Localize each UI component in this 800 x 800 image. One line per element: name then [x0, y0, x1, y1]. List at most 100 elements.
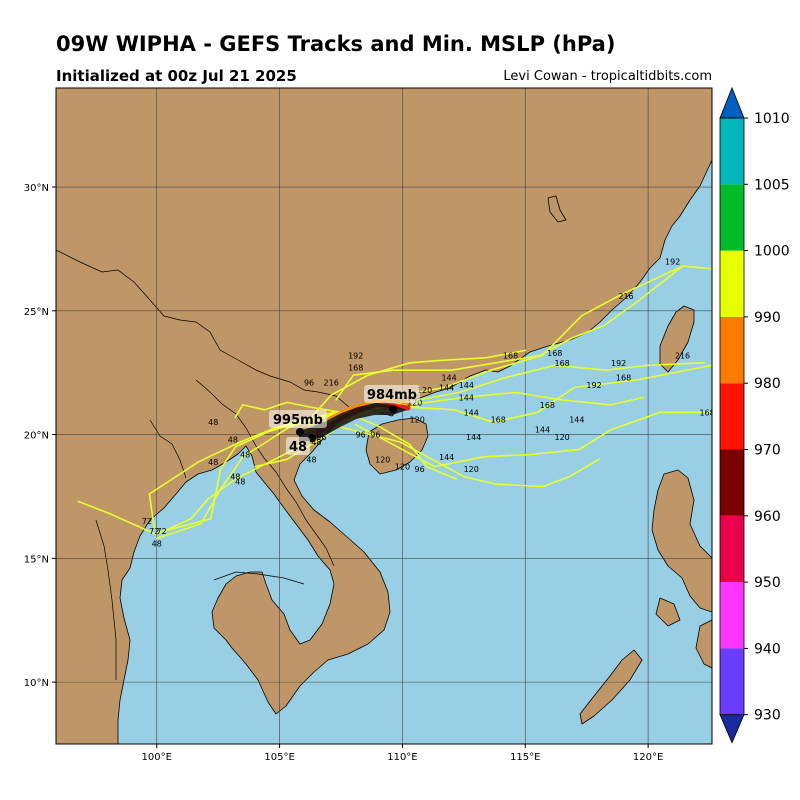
forecast-hour-label: 120 — [410, 416, 425, 425]
lat-tick-label: 25°N — [24, 307, 49, 318]
forecast-hour-label: 96 — [370, 431, 380, 440]
min-mslp-point-984 — [389, 405, 397, 413]
hour-labels: 1922162161921681921681681681681681441441… — [142, 257, 714, 548]
pressure-labels: 984mb 995mb 48 — [269, 385, 420, 455]
label-48-hour: 48 — [289, 440, 307, 455]
ensemble-track-5 — [340, 426, 600, 488]
colorbar-segment — [720, 118, 744, 185]
forecast-hour-label: 168 — [348, 364, 363, 373]
forecast-hour-label: 216 — [618, 292, 633, 301]
ensemble-track-4 — [354, 411, 712, 468]
label-984mb: 984mb — [367, 388, 417, 403]
forecast-hour-label: 144 — [459, 381, 474, 390]
forecast-hour-label: 120 — [375, 455, 390, 464]
forecast-hour-label: 120 — [554, 433, 569, 442]
colorbar-segment — [720, 582, 744, 649]
border-thailand-cambodia — [213, 571, 305, 585]
forecast-hour-label: 192 — [586, 381, 601, 390]
colorbar-segment — [720, 316, 744, 384]
forecast-hour-label: 72 — [142, 517, 152, 526]
forecast-hour-label: 48 — [235, 478, 245, 487]
colorbar-segment — [720, 250, 744, 317]
border-myanmar-thailand — [95, 519, 117, 680]
forecast-hour-label: 48 — [208, 458, 218, 467]
forecast-hour-label: 96 — [356, 431, 366, 440]
forecast-hour-label: 48 — [306, 455, 316, 464]
forecast-hour-label: 48 — [228, 436, 238, 445]
colorbar-segment — [720, 184, 744, 251]
colorbar-segment — [720, 449, 744, 516]
forecast-hour-label: 72 — [149, 527, 159, 536]
forecast-hour-label: 144 — [569, 416, 584, 425]
forecast-hour-label: 216 — [675, 351, 690, 360]
colorbar-tick-label: 960 — [754, 509, 781, 525]
lat-tick-label: 10°N — [24, 678, 49, 689]
label-984-bg — [364, 385, 420, 403]
forecast-hour-label: 168 — [616, 374, 631, 383]
forecast-hour-label: 168 — [540, 401, 555, 410]
forecast-hour-label: 168 — [491, 416, 506, 425]
border-north — [56, 249, 351, 409]
colorbar-tick-label: 930 — [754, 708, 781, 724]
forecast-hour-label: 168 — [503, 351, 518, 360]
palawan-island — [579, 649, 643, 725]
ensemble-track-14 — [234, 401, 342, 418]
forecast-hour-label: 48 — [240, 450, 250, 459]
lon-tick-label: 120°E — [633, 752, 663, 763]
colorbar-segment — [720, 515, 744, 583]
forecast-hour-label: 192 — [665, 257, 680, 266]
forecast-hour-label: 72 — [157, 527, 167, 536]
lat-tick-label: 20°N — [24, 431, 49, 442]
lon-tick-label: 105°E — [264, 752, 294, 763]
gridlines — [56, 88, 712, 744]
taiwan-island — [659, 305, 695, 373]
forecast-hour-label: 48 — [152, 539, 162, 548]
forecast-hour-label: 144 — [535, 426, 550, 435]
credit-text: Levi Cowan - tropicaltidbits.com — [503, 69, 712, 84]
init-time-subtitle: Initialized at 00z Jul 21 2025 — [56, 67, 297, 85]
colorbar-tick-label: 990 — [754, 310, 781, 326]
forecast-hour-label: 48 — [208, 418, 218, 427]
forecast-hour-label: 216 — [324, 379, 339, 388]
forecast-hour-label: 120 — [395, 463, 410, 472]
forecast-hour-label: 144 — [441, 374, 456, 383]
label-995mb: 995mb — [273, 413, 323, 428]
ensemble-track-8 — [310, 349, 527, 418]
border-vietnam-laos — [195, 379, 335, 567]
forecast-hour-label: 168 — [547, 349, 562, 358]
luzon-island — [651, 469, 712, 613]
colorbar-tick-label: 970 — [754, 443, 781, 459]
colorbar-extend-max — [719, 86, 745, 119]
forecast-hour-label: 144 — [466, 433, 481, 442]
visayas-island — [695, 619, 712, 669]
lat-tick-label: 30°N — [24, 183, 49, 194]
colorbar-outline — [719, 117, 745, 716]
chart-title: 09W WIPHA - GEFS Tracks and Min. MSLP (h… — [56, 32, 616, 56]
colorbar-tick-label: 1005 — [754, 177, 790, 193]
colorbar-extend-min — [719, 714, 745, 744]
colorbar-tick-label: 950 — [754, 575, 781, 591]
lon-tick-label: 110°E — [387, 752, 417, 763]
small-island-ne — [547, 195, 567, 223]
forecast-hour-label: 96 — [316, 433, 326, 442]
forecast-hour-label: 144 — [459, 393, 474, 402]
forecast-hour-label: 48 — [311, 438, 321, 447]
label-48-bg — [286, 437, 310, 455]
forecast-hour-label: 168 — [699, 408, 714, 417]
forecast-hour-label: 192 — [348, 351, 363, 360]
forecast-hour-label: 120 — [464, 465, 479, 474]
black-cluster-core — [299, 402, 408, 441]
colorbar-segment — [720, 648, 744, 715]
colorbar: 930 940 950 960 970 980 990 1000 1005 1010 — [719, 86, 790, 744]
colorbar-tick-label: 980 — [754, 376, 781, 392]
map-border — [55, 87, 713, 745]
colorbar-segment — [720, 383, 744, 450]
forecast-hour-label: 168 — [554, 359, 569, 368]
axis-ticks: 10°N 15°N 20°N 25°N 30°N 100°E 105°E 110°E 115°E… — [24, 183, 664, 763]
forecast-hour-label: 96 — [415, 465, 425, 474]
colorbar-tick-label: 1010 — [754, 111, 790, 127]
forecast-hour-label: 192 — [611, 359, 626, 368]
map-frame-content: 1922162161921681921681681681681681441441… — [56, 88, 714, 744]
lon-tick-label: 115°E — [510, 752, 540, 763]
